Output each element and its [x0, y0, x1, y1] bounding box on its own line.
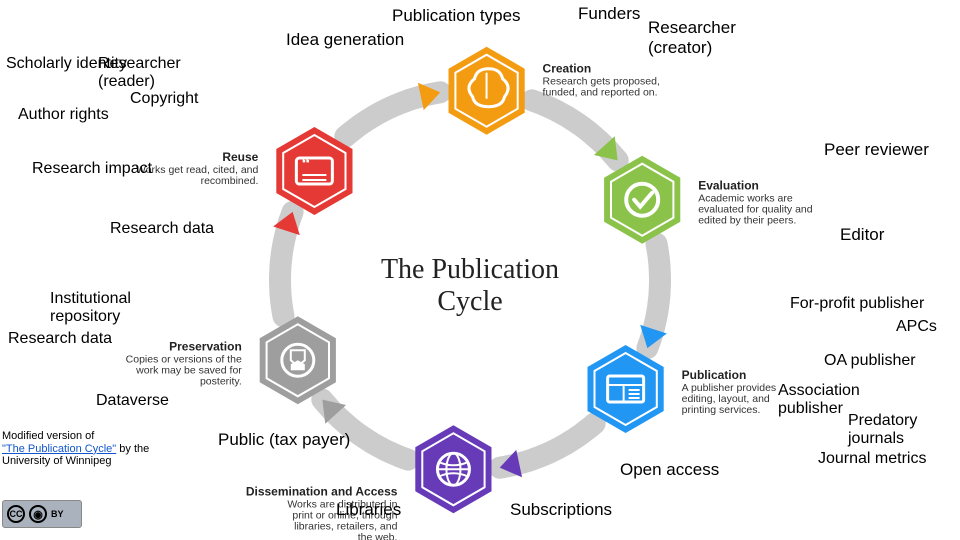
by-icon: ◉	[29, 505, 47, 523]
node-desc-creation: funded, and reported on.	[543, 87, 658, 99]
annotation-bottom: Libraries	[336, 500, 401, 520]
annotation-left: Researcher (reader)	[98, 55, 238, 92]
cc-icon: CC	[7, 505, 25, 523]
center-title: The Publication Cycle	[370, 254, 570, 318]
center-title-line2: Cycle	[437, 286, 502, 317]
annotation-right: Editor	[840, 225, 884, 245]
cc-by-text: BY	[51, 509, 64, 519]
attr-line0: Modified version of	[2, 430, 94, 442]
node-desc-publication: printing services.	[682, 404, 761, 416]
cc-by-badge[interactable]: CC ◉ BY	[2, 500, 82, 528]
node-title-creation: Creation	[543, 62, 592, 76]
node-desc-evaluation: edited by their peers.	[698, 215, 796, 227]
node-desc-reuse: recombined.	[201, 175, 259, 187]
node-title-dissemination: Dissemination and Access	[246, 484, 398, 498]
annotation-bottom: Open access	[620, 460, 719, 480]
annotation-left: Institutional repository	[50, 290, 190, 327]
annotation-left: Author rights	[18, 106, 109, 124]
node-title-evaluation: Evaluation	[698, 179, 759, 193]
annotation-left: Research data	[110, 220, 214, 238]
annotation-top: Researcher (creator)	[648, 18, 788, 57]
center-title-line1: The Publication	[381, 254, 559, 285]
annotation-right: APCs	[896, 318, 937, 336]
annotation-right: Predatory journals	[848, 412, 960, 449]
annotation-left: Research data	[8, 330, 112, 348]
node-desc-dissemination: the web.	[358, 531, 398, 540]
annotation-left: Dataverse	[96, 392, 169, 410]
node-desc-preservation: posterity.	[200, 375, 242, 387]
node-title-preservation: Preservation	[169, 339, 242, 353]
annotation-left: Copyright	[130, 90, 198, 108]
annotation-top: Publication types	[392, 6, 521, 26]
stage: CreationResearch gets proposed,funded, a…	[0, 0, 960, 540]
attribution: Modified version of "The Publication Cyc…	[2, 430, 192, 468]
annotation-bottom: Public (tax payer)	[218, 430, 350, 450]
node-title-publication: Publication	[682, 368, 747, 382]
annotation-right: For-profit publisher	[790, 295, 924, 313]
annotation-top: Idea generation	[286, 30, 404, 50]
annotation-right: Peer reviewer	[824, 140, 929, 160]
annotation-top: Funders	[578, 4, 640, 24]
attr-line1[interactable]: "The Publication Cycle"	[2, 443, 116, 455]
annotation-left: Research impact	[32, 160, 152, 178]
svg-text:“: “	[301, 154, 310, 174]
annotation-right: Journal metrics	[818, 450, 926, 468]
annotation-bottom: Subscriptions	[510, 500, 612, 520]
annotation-right: OA publisher	[824, 352, 916, 370]
node-title-reuse: Reuse	[222, 150, 258, 164]
